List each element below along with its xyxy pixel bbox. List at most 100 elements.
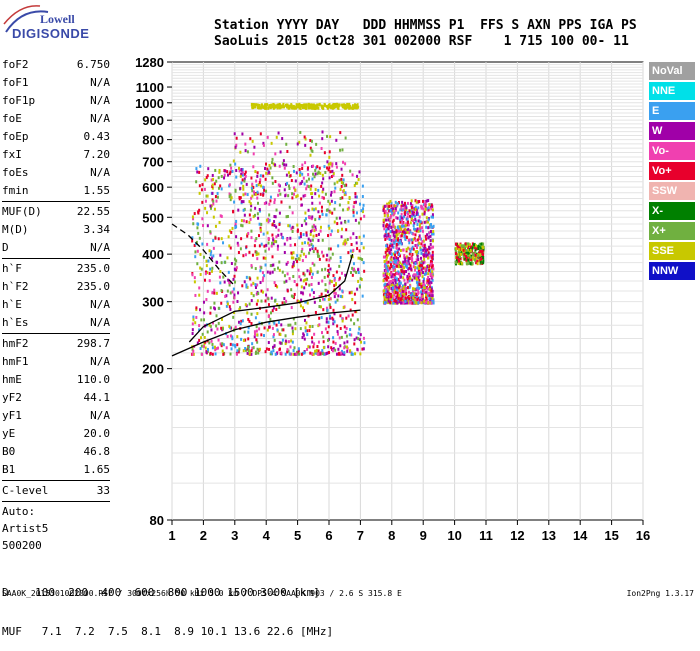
echo-point xyxy=(305,179,308,183)
parameter-name: yF2 xyxy=(2,391,22,404)
echo-point xyxy=(255,179,258,183)
echo-point xyxy=(432,301,435,305)
echo-point xyxy=(342,160,345,164)
echo-point xyxy=(220,326,223,330)
echo-point xyxy=(395,246,398,250)
echo-point xyxy=(310,139,313,143)
echo-point xyxy=(203,335,206,339)
echo-point xyxy=(314,192,317,196)
echo-point xyxy=(400,263,403,267)
echo-point xyxy=(280,341,283,345)
echo-point xyxy=(403,230,406,234)
echo-point xyxy=(414,243,417,247)
echo-point xyxy=(410,259,413,263)
echo-point xyxy=(346,207,349,211)
echo-point xyxy=(384,238,387,242)
echo-point xyxy=(393,291,396,295)
logo-digisonde-text: DIGISONDE xyxy=(12,26,90,41)
echo-point xyxy=(293,346,296,350)
echo-point xyxy=(193,212,196,216)
echo-point xyxy=(268,170,271,174)
echo-point xyxy=(307,208,310,212)
echo-point xyxy=(234,280,237,284)
echo-point xyxy=(229,198,232,202)
echo-point xyxy=(395,216,398,220)
echo-point xyxy=(402,291,405,295)
echo-point xyxy=(392,297,395,301)
echo-point xyxy=(257,292,260,296)
echo-point xyxy=(203,255,206,259)
echo-point xyxy=(327,162,330,166)
echo-point xyxy=(383,227,386,231)
echo-point xyxy=(351,255,354,259)
echo-point xyxy=(426,220,429,224)
echo-point xyxy=(266,231,269,235)
logo-swoosh-icon xyxy=(3,5,49,33)
echo-point xyxy=(392,252,395,256)
echo-point xyxy=(405,291,408,295)
echo-point xyxy=(199,164,202,168)
echo-point xyxy=(420,301,423,305)
echo-point xyxy=(265,106,268,110)
parameter-name: fmin xyxy=(2,184,29,197)
echo-point xyxy=(430,223,433,227)
echo-point xyxy=(323,297,326,301)
echo-point xyxy=(418,279,421,283)
echo-point xyxy=(309,267,312,271)
echo-point xyxy=(267,341,270,345)
echo-point xyxy=(198,236,201,240)
echo-point xyxy=(260,289,263,293)
parameter-value: 7.20 xyxy=(83,148,111,161)
echo-point xyxy=(387,285,390,289)
parameter-row: h`E N/A xyxy=(2,296,110,314)
echo-point xyxy=(316,172,319,176)
echo-point xyxy=(230,196,233,200)
echo-point xyxy=(331,169,334,173)
echo-point xyxy=(286,181,289,185)
echo-point xyxy=(312,352,315,356)
echo-point xyxy=(246,311,249,315)
echo-point xyxy=(249,277,252,281)
echo-point xyxy=(303,106,306,110)
echo-point xyxy=(229,342,232,346)
echo-point xyxy=(298,168,301,172)
echo-point xyxy=(330,199,333,203)
echo-point xyxy=(194,255,197,259)
echo-point xyxy=(330,193,333,197)
echo-point xyxy=(270,296,273,300)
echo-point xyxy=(265,347,268,351)
echo-point xyxy=(309,146,312,150)
echo-point xyxy=(229,291,232,295)
echo-point xyxy=(307,173,310,177)
echo-point xyxy=(275,240,278,244)
echo-point xyxy=(400,269,403,273)
echo-point xyxy=(431,296,434,300)
echo-point xyxy=(385,274,388,278)
echo-point xyxy=(429,239,432,243)
echo-point xyxy=(299,327,302,331)
echo-point xyxy=(340,177,343,181)
echo-point xyxy=(248,319,251,323)
echo-point xyxy=(258,180,261,184)
echo-point xyxy=(423,272,426,276)
echo-point xyxy=(347,314,350,318)
echo-point xyxy=(204,272,207,276)
echo-point xyxy=(226,256,229,260)
echo-point xyxy=(307,185,310,189)
echo-point xyxy=(394,208,397,212)
echo-point xyxy=(311,352,314,356)
echo-point xyxy=(298,275,301,279)
echo-point xyxy=(306,184,309,188)
echo-point xyxy=(325,320,328,324)
echo-point xyxy=(353,269,356,273)
echo-point xyxy=(349,249,352,253)
echo-point xyxy=(247,345,250,349)
echo-point xyxy=(214,224,217,228)
echo-point xyxy=(327,199,330,203)
echo-point xyxy=(305,104,308,108)
echo-point xyxy=(412,247,415,251)
echo-point xyxy=(454,242,457,246)
echo-point xyxy=(431,264,434,268)
echo-point xyxy=(408,231,411,235)
echo-point xyxy=(393,239,396,243)
